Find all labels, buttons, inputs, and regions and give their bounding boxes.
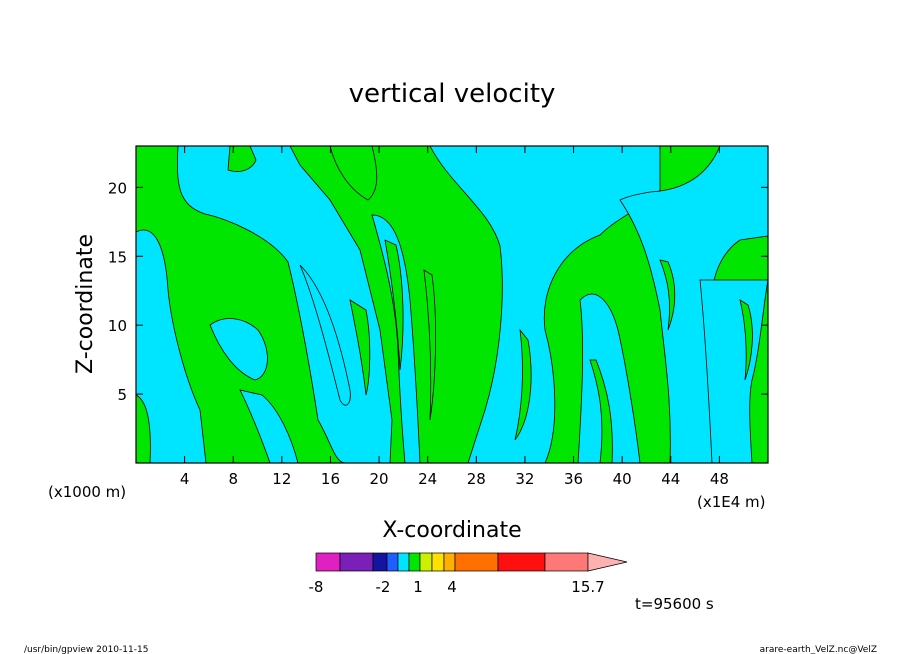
colorbar-extend-arrow <box>587 552 628 572</box>
chart-title: vertical velocity <box>349 79 556 109</box>
y-tick-label: 20 <box>108 179 127 197</box>
x-tick-label: 48 <box>710 470 729 488</box>
x-tick-label: 32 <box>515 470 534 488</box>
footer-right: arare-earth_VelZ.nc@VelZ <box>760 645 877 654</box>
positive-region <box>739 299 753 381</box>
y-axis-label: Z-coordinate <box>73 234 98 374</box>
x-tick-label: 4 <box>180 470 190 488</box>
plot-frame <box>135 145 769 464</box>
time-label: t=95600 s <box>635 595 714 613</box>
positive-region <box>384 239 404 371</box>
negative-region <box>299 264 351 406</box>
x-tick-label: 12 <box>272 470 291 488</box>
colorbar-segment <box>454 552 499 572</box>
negative-region <box>209 318 268 381</box>
colorbar-segment <box>339 552 374 572</box>
x-tick-label: 28 <box>467 470 486 488</box>
negative-region <box>577 293 641 463</box>
positive-region <box>514 328 532 441</box>
y-tick-label: 15 <box>108 248 127 266</box>
plot-area <box>136 146 768 463</box>
x-axis: 4 8 12 16 20 24 28 32 36 40 44 48 <box>180 146 729 488</box>
y-axis: 5 10 15 20 <box>108 179 768 404</box>
colorbar-segment <box>408 552 421 572</box>
x-axis-label: X-coordinate <box>382 518 521 543</box>
x-units-right: (x1E4 m) <box>697 493 766 511</box>
colorbar-tick-label: 15.7 <box>571 578 604 596</box>
y-tick-label: 10 <box>108 317 127 335</box>
x-units-left: (x1000 m) <box>48 483 126 501</box>
positive-region <box>349 299 371 396</box>
colorbar-segment <box>315 552 341 572</box>
positive-region <box>589 359 613 463</box>
colorbar-segment <box>419 552 433 572</box>
x-tick-label: 44 <box>661 470 680 488</box>
y-tick-label: 5 <box>117 386 127 404</box>
colorbar-segment <box>497 552 546 572</box>
colorbar-tick-label: 1 <box>413 578 423 596</box>
positive-region <box>423 269 437 421</box>
colorbar-segment <box>372 552 388 572</box>
colorbar-segment <box>443 552 456 572</box>
x-tick-label: 8 <box>228 470 238 488</box>
positive-velocity-regions <box>136 146 753 463</box>
colorbar-segment <box>431 552 445 572</box>
positive-region <box>659 259 676 331</box>
x-tick-label: 20 <box>370 470 389 488</box>
positive-region <box>329 146 378 201</box>
x-tick-label: 36 <box>564 470 583 488</box>
footer-left: /usr/bin/gpview 2010-11-15 <box>24 645 148 654</box>
x-tick-label: 24 <box>418 470 437 488</box>
negative-region <box>371 214 421 463</box>
colorbar-tick-label: -2 <box>376 578 391 596</box>
colorbar-segment <box>397 552 410 572</box>
negative-region <box>239 389 299 463</box>
x-tick-label: 16 <box>321 470 340 488</box>
x-tick-label: 40 <box>613 470 632 488</box>
negative-region <box>429 146 661 463</box>
colorbar: -8 -2 1 4 15.7 <box>309 552 628 596</box>
colorbar-tick-label: -8 <box>309 578 324 596</box>
negative-velocity-regions <box>136 146 768 463</box>
negative-region <box>136 229 207 463</box>
positive-region <box>227 146 257 172</box>
colorbar-segment <box>544 552 589 572</box>
colorbar-tick-label: 4 <box>447 578 457 596</box>
colorbar-segment <box>386 552 399 572</box>
